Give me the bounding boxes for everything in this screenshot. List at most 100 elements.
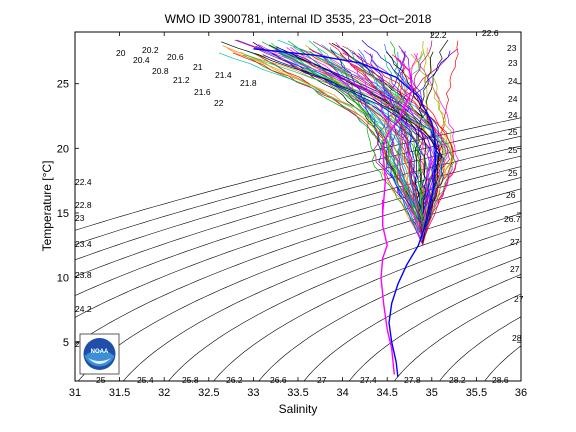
contour-label-right: 23 <box>508 58 518 68</box>
x-tick-label: 32.5 <box>198 387 219 399</box>
x-tick-label: 35 <box>426 387 438 399</box>
profile-line <box>277 39 447 229</box>
y-tick-label: 25 <box>57 79 69 91</box>
contour-label-right: 24 <box>508 76 518 86</box>
profile-line <box>218 52 424 218</box>
profile-line <box>262 54 445 239</box>
plot-frame <box>74 31 522 382</box>
y-axis-label: Temperature [°C] <box>40 161 54 252</box>
contour-label-bottom: 27 <box>317 375 327 385</box>
y-tick-label: 20 <box>57 143 69 155</box>
contour-label-top: 20 <box>116 48 126 58</box>
isopycnal-line <box>75 145 521 278</box>
contour-label-top: 20.2 <box>142 45 159 55</box>
isopycnal-line <box>567 19 576 394</box>
profile-line <box>290 46 432 235</box>
profile-line <box>385 51 439 242</box>
profile-lines <box>253 48 438 378</box>
density-contours <box>75 19 576 394</box>
contour-label-bottom: 25 <box>96 375 106 385</box>
contour-label-bottom: 28.6 <box>492 375 509 385</box>
isopycnal-line <box>393 293 521 381</box>
contour-label-top: 21.2 <box>173 75 190 85</box>
contour-label-right: 27 <box>510 264 520 274</box>
contour-label-top: 21.4 <box>215 70 232 80</box>
isopycnal-line <box>75 126 521 245</box>
x-tick-label: 33 <box>247 387 259 399</box>
profile-line <box>303 49 425 218</box>
isopycnal-line <box>258 241 521 381</box>
contour-label-bottom: 27.4 <box>360 375 377 385</box>
profile-line <box>317 52 424 246</box>
profile-line <box>235 39 424 236</box>
x-axis-ticks: 31 31.5 32 32.5 33 33.5 34 34.5 35 35.5 36 <box>69 32 527 399</box>
profile-bundle <box>218 39 459 246</box>
contour-label-right: 23 <box>507 43 517 53</box>
contour-label-right: 22.6 <box>482 28 499 38</box>
contour-label-bottom: 26.2 <box>226 375 243 385</box>
profile-line <box>369 53 433 235</box>
contour-label-right: 25 <box>508 168 518 178</box>
x-tick-label: 32 <box>158 387 170 399</box>
contour-label-top: 20.6 <box>167 52 184 62</box>
profile-line <box>276 46 427 221</box>
contour-label-right: 25 <box>508 127 518 137</box>
series-line-0 <box>253 48 438 378</box>
isopycnal-line <box>122 200 521 381</box>
profile-line <box>326 49 447 237</box>
contour-label-left: 22.8 <box>75 200 92 210</box>
isopycnal-line <box>303 256 521 381</box>
contour-label-right: 24 <box>508 94 518 104</box>
x-tick-label: 36 <box>515 387 527 399</box>
isopycnal-line <box>484 345 521 381</box>
contour-label-bottom: 25.8 <box>182 375 199 385</box>
contour-label-bottom: 28.2 <box>449 375 466 385</box>
isopycnal-line <box>77 188 521 381</box>
x-tick-label: 33.5 <box>287 387 308 399</box>
contour-label-left: 24.2 <box>75 304 92 314</box>
series-line-2 <box>380 200 395 375</box>
x-tick-label: 34 <box>336 387 348 399</box>
contour-label-right: 26 <box>506 190 516 200</box>
contour-label-left: 22.4 <box>75 177 92 187</box>
x-tick-label: 31 <box>69 387 81 399</box>
contour-label-right: 27 <box>514 294 524 304</box>
isopycnal-line <box>75 166 521 318</box>
contour-label-left: 23.4 <box>75 239 92 249</box>
x-tick-label: 34.5 <box>376 387 397 399</box>
contour-label-right: 24 <box>508 110 518 120</box>
contour-label-right: 27 <box>510 237 520 247</box>
noaa-logo-text: NOAA <box>91 349 109 355</box>
profile-line <box>240 51 424 220</box>
contour-label-right: 22.2 <box>430 30 447 40</box>
contour-label-top: 21 <box>193 62 203 72</box>
x-tick-label: 35.5 <box>466 387 487 399</box>
y-tick-label: 15 <box>57 208 69 220</box>
isopycnal-line <box>75 155 521 296</box>
profile-line <box>312 41 450 228</box>
contour-label-right: 26.7 <box>504 214 521 224</box>
profile-line <box>309 50 424 230</box>
profile-line <box>335 42 424 239</box>
profile-line <box>413 53 459 231</box>
profile-line <box>342 45 455 231</box>
profile-line <box>337 44 424 229</box>
isopycnal-line <box>75 135 521 261</box>
profile-line <box>328 42 424 237</box>
isopycnal-line <box>522 19 576 394</box>
contour-label-top: 21.8 <box>240 78 257 88</box>
series-line-1 <box>381 57 413 214</box>
profile-line <box>358 49 424 225</box>
isopycnal-line <box>348 274 521 381</box>
contour-label-top: 22 <box>214 98 224 108</box>
contour-label-right: 28 <box>512 333 522 343</box>
chart-title: WMO ID 3900781, internal ID 3535, 23−Oct… <box>165 12 432 26</box>
x-axis-label: Salinity <box>279 402 318 416</box>
y-tick-label: 10 <box>57 273 69 285</box>
profile-line <box>396 50 424 229</box>
y-axis-ticks: 5 10 15 20 25 <box>57 79 521 349</box>
isopycnal-line <box>168 213 521 381</box>
contour-label-right: 25 <box>508 145 518 155</box>
contour-label-top: 20.8 <box>152 66 169 76</box>
